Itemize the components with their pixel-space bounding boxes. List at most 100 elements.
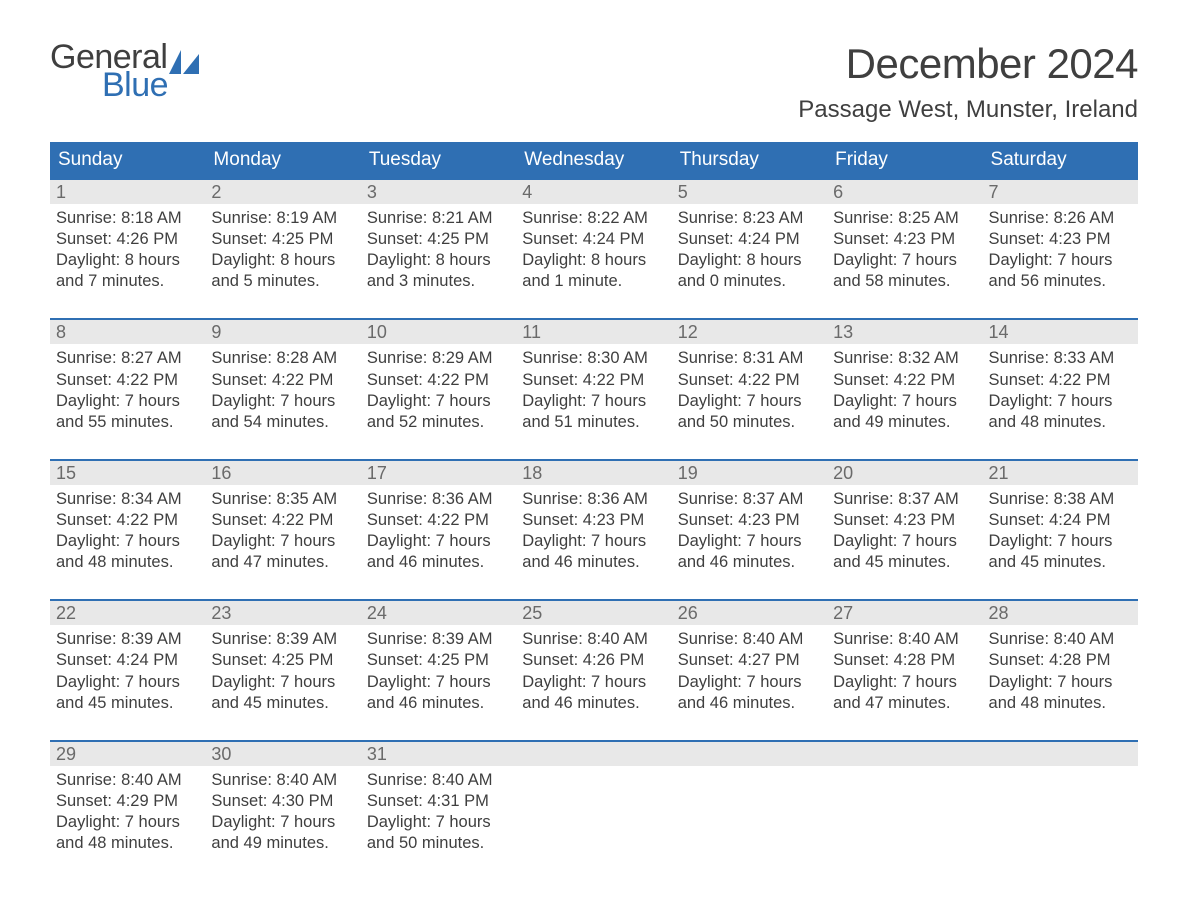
day-sunset: Sunset: 4:25 PM — [367, 650, 510, 671]
day-number: 18 — [516, 461, 671, 485]
day-sunset: Sunset: 4:24 PM — [56, 650, 199, 671]
day-body: Sunrise: 8:21 AMSunset: 4:25 PMDaylight:… — [361, 204, 516, 298]
day-body: Sunrise: 8:26 AMSunset: 4:23 PMDaylight:… — [983, 204, 1138, 298]
day-number: 2 — [205, 180, 360, 204]
day-dl1: Daylight: 8 hours — [56, 250, 199, 271]
day-sunrise: Sunrise: 8:39 AM — [367, 629, 510, 650]
day-body: Sunrise: 8:22 AMSunset: 4:24 PMDaylight:… — [516, 204, 671, 298]
day-dl2: and 47 minutes. — [833, 693, 976, 714]
day-dl2: and 48 minutes. — [56, 552, 199, 573]
day-dl2: and 5 minutes. — [211, 271, 354, 292]
day-body: Sunrise: 8:19 AMSunset: 4:25 PMDaylight:… — [205, 204, 360, 298]
day-cell: 29Sunrise: 8:40 AMSunset: 4:29 PMDayligh… — [50, 742, 205, 860]
day-dl1: Daylight: 8 hours — [367, 250, 510, 271]
day-body: Sunrise: 8:36 AMSunset: 4:23 PMDaylight:… — [516, 485, 671, 579]
day-body: Sunrise: 8:39 AMSunset: 4:25 PMDaylight:… — [205, 625, 360, 719]
location-text: Passage West, Munster, Ireland — [798, 96, 1138, 124]
day-sunset: Sunset: 4:30 PM — [211, 791, 354, 812]
day-dl2: and 52 minutes. — [367, 412, 510, 433]
day-number: 1 — [50, 180, 205, 204]
weeks-container: 1Sunrise: 8:18 AMSunset: 4:26 PMDaylight… — [50, 178, 1138, 860]
day-body: Sunrise: 8:39 AMSunset: 4:25 PMDaylight:… — [361, 625, 516, 719]
day-number: 23 — [205, 601, 360, 625]
day-cell: 4Sunrise: 8:22 AMSunset: 4:24 PMDaylight… — [516, 180, 671, 298]
day-sunset: Sunset: 4:22 PM — [56, 370, 199, 391]
day-dl1: Daylight: 7 hours — [833, 250, 976, 271]
day-sunrise: Sunrise: 8:21 AM — [367, 208, 510, 229]
day-dl1: Daylight: 7 hours — [211, 812, 354, 833]
day-dl2: and 7 minutes. — [56, 271, 199, 292]
day-sunset: Sunset: 4:26 PM — [56, 229, 199, 250]
day-number: 27 — [827, 601, 982, 625]
day-number: 21 — [983, 461, 1138, 485]
day-sunset: Sunset: 4:22 PM — [367, 370, 510, 391]
day-body: Sunrise: 8:37 AMSunset: 4:23 PMDaylight:… — [827, 485, 982, 579]
day-cell: 5Sunrise: 8:23 AMSunset: 4:24 PMDaylight… — [672, 180, 827, 298]
day-number: 19 — [672, 461, 827, 485]
day-dl2: and 56 minutes. — [989, 271, 1132, 292]
day-cell — [827, 742, 982, 860]
day-cell: 28Sunrise: 8:40 AMSunset: 4:28 PMDayligh… — [983, 601, 1138, 719]
week-row: 29Sunrise: 8:40 AMSunset: 4:29 PMDayligh… — [50, 740, 1138, 860]
day-dl1: Daylight: 7 hours — [367, 812, 510, 833]
day-sunset: Sunset: 4:28 PM — [833, 650, 976, 671]
day-cell: 6Sunrise: 8:25 AMSunset: 4:23 PMDaylight… — [827, 180, 982, 298]
day-cell: 22Sunrise: 8:39 AMSunset: 4:24 PMDayligh… — [50, 601, 205, 719]
day-dl1: Daylight: 7 hours — [56, 391, 199, 412]
day-number: 20 — [827, 461, 982, 485]
day-sunrise: Sunrise: 8:22 AM — [522, 208, 665, 229]
day-dl2: and 46 minutes. — [522, 693, 665, 714]
day-sunset: Sunset: 4:22 PM — [833, 370, 976, 391]
day-sunrise: Sunrise: 8:26 AM — [989, 208, 1132, 229]
day-cell: 10Sunrise: 8:29 AMSunset: 4:22 PMDayligh… — [361, 320, 516, 438]
day-dl1: Daylight: 7 hours — [989, 531, 1132, 552]
day-sunset: Sunset: 4:29 PM — [56, 791, 199, 812]
day-cell: 30Sunrise: 8:40 AMSunset: 4:30 PMDayligh… — [205, 742, 360, 860]
day-cell: 13Sunrise: 8:32 AMSunset: 4:22 PMDayligh… — [827, 320, 982, 438]
sail-icon — [169, 50, 199, 74]
day-number: 22 — [50, 601, 205, 625]
day-number: 30 — [205, 742, 360, 766]
day-number: 6 — [827, 180, 982, 204]
day-dl2: and 3 minutes. — [367, 271, 510, 292]
day-cell: 14Sunrise: 8:33 AMSunset: 4:22 PMDayligh… — [983, 320, 1138, 438]
day-dl2: and 45 minutes. — [211, 693, 354, 714]
day-cell: 25Sunrise: 8:40 AMSunset: 4:26 PMDayligh… — [516, 601, 671, 719]
day-cell: 18Sunrise: 8:36 AMSunset: 4:23 PMDayligh… — [516, 461, 671, 579]
day-sunset: Sunset: 4:24 PM — [522, 229, 665, 250]
day-cell: 1Sunrise: 8:18 AMSunset: 4:26 PMDaylight… — [50, 180, 205, 298]
day-body: Sunrise: 8:32 AMSunset: 4:22 PMDaylight:… — [827, 344, 982, 438]
day-dl2: and 51 minutes. — [522, 412, 665, 433]
day-cell: 16Sunrise: 8:35 AMSunset: 4:22 PMDayligh… — [205, 461, 360, 579]
day-number — [827, 742, 982, 766]
day-sunset: Sunset: 4:23 PM — [989, 229, 1132, 250]
day-dl2: and 46 minutes. — [678, 693, 821, 714]
day-cell: 17Sunrise: 8:36 AMSunset: 4:22 PMDayligh… — [361, 461, 516, 579]
day-header-cell: Monday — [205, 142, 360, 178]
day-body: Sunrise: 8:39 AMSunset: 4:24 PMDaylight:… — [50, 625, 205, 719]
day-cell — [516, 742, 671, 860]
day-number: 12 — [672, 320, 827, 344]
day-sunrise: Sunrise: 8:30 AM — [522, 348, 665, 369]
day-dl2: and 54 minutes. — [211, 412, 354, 433]
day-body: Sunrise: 8:25 AMSunset: 4:23 PMDaylight:… — [827, 204, 982, 298]
day-sunset: Sunset: 4:24 PM — [989, 510, 1132, 531]
day-sunrise: Sunrise: 8:19 AM — [211, 208, 354, 229]
day-dl1: Daylight: 7 hours — [833, 391, 976, 412]
week-row: 15Sunrise: 8:34 AMSunset: 4:22 PMDayligh… — [50, 459, 1138, 579]
day-cell: 9Sunrise: 8:28 AMSunset: 4:22 PMDaylight… — [205, 320, 360, 438]
day-sunrise: Sunrise: 8:40 AM — [678, 629, 821, 650]
day-cell: 2Sunrise: 8:19 AMSunset: 4:25 PMDaylight… — [205, 180, 360, 298]
week-row: 22Sunrise: 8:39 AMSunset: 4:24 PMDayligh… — [50, 599, 1138, 719]
day-sunset: Sunset: 4:25 PM — [211, 229, 354, 250]
day-dl2: and 55 minutes. — [56, 412, 199, 433]
day-cell — [983, 742, 1138, 860]
day-number: 8 — [50, 320, 205, 344]
day-dl2: and 45 minutes. — [56, 693, 199, 714]
day-sunrise: Sunrise: 8:37 AM — [678, 489, 821, 510]
day-dl2: and 0 minutes. — [678, 271, 821, 292]
day-dl2: and 46 minutes. — [522, 552, 665, 573]
day-cell: 27Sunrise: 8:40 AMSunset: 4:28 PMDayligh… — [827, 601, 982, 719]
day-sunset: Sunset: 4:22 PM — [211, 370, 354, 391]
day-header-row: SundayMondayTuesdayWednesdayThursdayFrid… — [50, 142, 1138, 178]
